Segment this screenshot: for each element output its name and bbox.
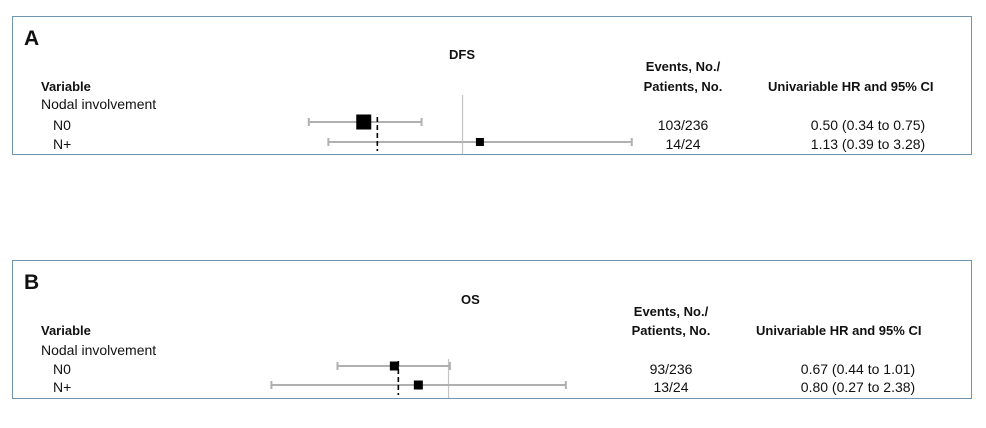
hr-marker	[356, 114, 372, 130]
row-hr-n0: 0.50 (0.34 to 0.75)	[810, 117, 926, 133]
variable-header: Variable	[41, 323, 91, 338]
hr-header: Univariable HR and 95% CI	[756, 323, 922, 338]
panel-label: B	[24, 271, 40, 294]
row-hr-nplus: 1.13 (0.39 to 3.28)	[810, 136, 926, 152]
events-header-line2: Patients, No.	[643, 79, 723, 94]
row-events-nplus: 14/24	[665, 136, 701, 152]
panel-label: A	[24, 27, 40, 50]
plot-title: OS	[461, 292, 480, 307]
forest-plot-svg-b	[270, 359, 567, 398]
forest-plot-svg-a	[307, 95, 633, 154]
hr-marker	[413, 380, 423, 390]
events-header-line2: Patients, No.	[631, 323, 711, 338]
hr-marker	[389, 361, 399, 371]
forest-plot-panel-b: B OS Variable Events, No./ Patients, No.…	[12, 260, 972, 399]
row-hr-nplus: 0.80 (0.27 to 2.38)	[800, 379, 916, 395]
events-header-line1: Events, No./	[633, 304, 709, 319]
row-events-n0: 103/236	[657, 117, 709, 133]
row-label-nplus: N+	[53, 136, 72, 152]
row-events-nplus: 13/24	[653, 379, 689, 395]
row-label-n0: N0	[53, 361, 71, 377]
hr-header: Univariable HR and 95% CI	[768, 79, 934, 94]
row-label-n0: N0	[53, 117, 71, 133]
row-hr-n0: 0.67 (0.44 to 1.01)	[800, 361, 916, 377]
plot-title: DFS	[449, 47, 475, 62]
hr-marker	[475, 138, 484, 146]
row-events-n0: 93/236	[649, 361, 693, 377]
group-label: Nodal involvement	[41, 342, 157, 358]
forest-plot-panel-a: A DFS Variable Events, No./ Patients, No…	[12, 16, 972, 155]
variable-header: Variable	[41, 79, 91, 94]
row-label-nplus: N+	[53, 379, 72, 395]
events-header-line1: Events, No./	[645, 59, 721, 74]
group-label: Nodal involvement	[41, 96, 157, 112]
